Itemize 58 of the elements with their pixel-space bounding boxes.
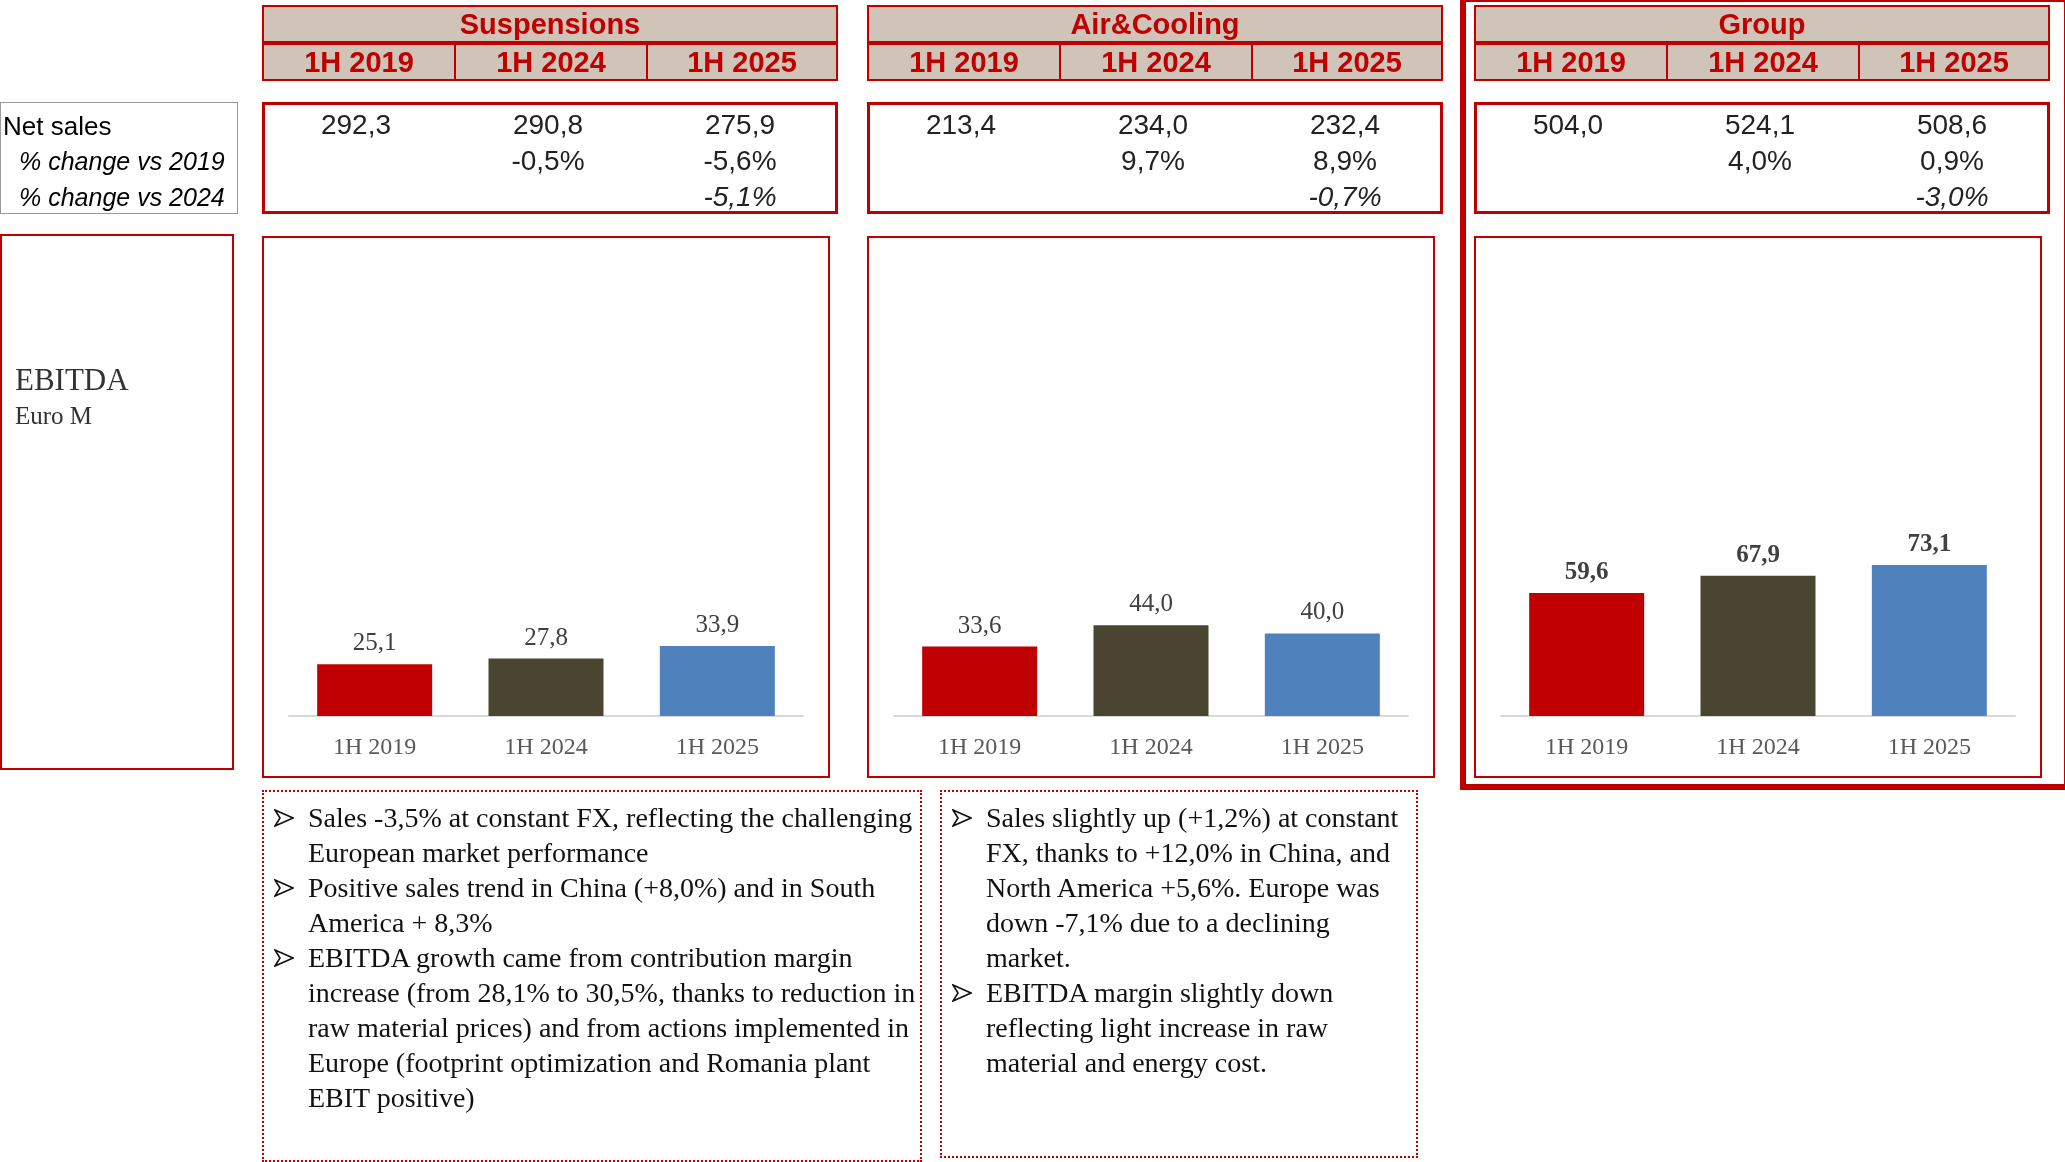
text: Net sales (3, 111, 112, 142)
text: 524,1 (1723, 109, 1797, 141)
data-label: 40,0 (1300, 597, 1345, 625)
x-tick-label: 1H 2025 (1858, 43, 2050, 81)
text: Euro M (15, 402, 93, 430)
x-tick-label: 1H 2019 (1474, 43, 1668, 81)
text: 8,9% (1312, 145, 1378, 177)
text: -5,1% (702, 181, 778, 213)
text: -3,0% (1914, 181, 1990, 213)
text: 234,0 (1116, 109, 1190, 141)
category-label: 1H 2024 (1716, 733, 1800, 759)
category-label: 1H 2019 (332, 733, 417, 759)
text: 508,6 (1915, 109, 1989, 141)
x-tick-label: 1H 2019 (262, 43, 456, 81)
text: -0,5% (510, 145, 586, 177)
data-label: 33,6 (957, 610, 1002, 638)
text: 504,0 (1531, 109, 1605, 141)
data-label: 27,8 (524, 622, 568, 650)
data-label: 67,9 (1736, 539, 1780, 567)
data-label: 25,1 (352, 628, 397, 656)
text: -0,7% (1307, 181, 1383, 213)
category-label: 1H 2025 (1280, 733, 1365, 759)
category-label: 1H 2024 (1109, 733, 1193, 759)
text: 213,4 (924, 109, 998, 141)
chart-title: Group (1474, 5, 2050, 43)
x-tick-label: 1H 2025 (646, 43, 838, 81)
data-label: 73,1 (1907, 529, 1952, 557)
chart-title: Air&Cooling (867, 5, 1443, 43)
data-label: 44,0 (1129, 589, 1173, 617)
x-tick-label: 1H 2019 (867, 43, 1061, 81)
text: 0,9% (1919, 145, 1985, 177)
text: 232,4 (1308, 109, 1382, 141)
category-label: 1H 2019 (1544, 733, 1629, 759)
data-label: 33,9 (695, 609, 740, 637)
text: Sales -3,5% at constant FX, reflecting the challenging European market performance (308, 801, 914, 870)
text: EBITDA growth came from contribution margin increase (from 28,1% to 30,5%, thanks to reduction in raw material prices) and from actions implemented in Europe (footprint optimization and Romania plant EBIT positive) (308, 941, 916, 1115)
category-label: 1H 2024 (504, 733, 588, 759)
category-label: 1H 2025 (1887, 733, 1972, 759)
text: Positive sales trend in China (+8,0%) and in South America + 8,3% (308, 871, 877, 940)
text: 9,7% (1120, 145, 1186, 177)
text: EBITDA margin slightly down reflecting light increase in raw material and energy cost. (986, 976, 1335, 1080)
data-label: 59,6 (1564, 556, 1609, 584)
category-label: 1H 2025 (675, 733, 760, 759)
chart-title: Suspensions (262, 5, 838, 43)
x-tick-label: 1H 2024 (454, 43, 648, 81)
x-tick-label: 1H 2025 (1251, 43, 1443, 81)
text: % change vs 2024 (19, 183, 225, 212)
text: Sales slightly up (+1,2%) at constant FX, thanks to +12,0% in China, and North America +5,6%. Europe was down -7,1% due to a declining market. (986, 801, 1400, 975)
text: 292,3 (319, 109, 393, 141)
text: 4,0% (1727, 145, 1793, 177)
text: -5,6% (702, 145, 778, 177)
text: % change vs 2019 (19, 147, 225, 176)
text: 275,9 (703, 109, 777, 141)
x-tick-label: 1H 2024 (1666, 43, 1860, 81)
x-tick-label: 1H 2024 (1059, 43, 1253, 81)
category-label: 1H 2019 (937, 733, 1022, 759)
text: EBITDA (15, 362, 129, 398)
text: 290,8 (511, 109, 585, 141)
